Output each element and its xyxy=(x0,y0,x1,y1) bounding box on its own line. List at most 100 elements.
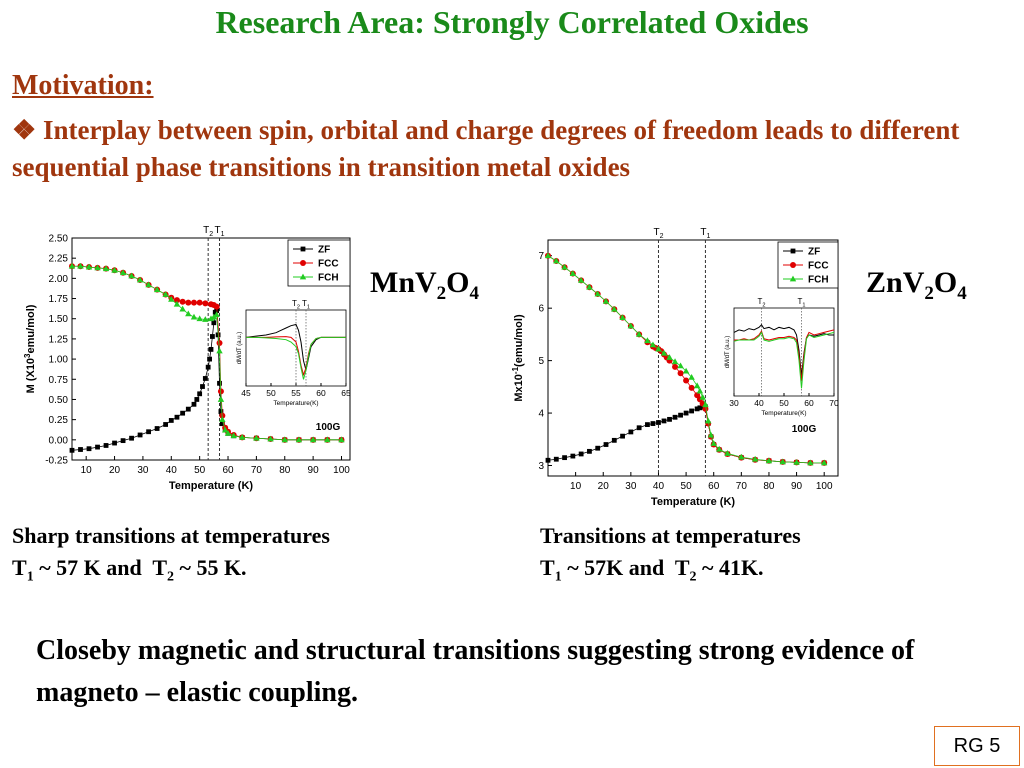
data-point xyxy=(218,409,224,414)
y-tick-label: 2.50 xyxy=(49,234,69,245)
page-title: Research Area: Strongly Correlated Oxide… xyxy=(215,4,809,40)
field-label: 100G xyxy=(792,424,817,435)
inset-y-axis-label: dM/dT (a.u.) xyxy=(237,332,243,365)
plot-frame xyxy=(71,237,351,461)
data-point xyxy=(128,272,135,279)
compound-label-left: MnV2O4 xyxy=(370,266,480,304)
data-point xyxy=(704,417,712,424)
data-point xyxy=(69,447,75,453)
data-point xyxy=(561,263,568,270)
data-point xyxy=(239,433,246,440)
data-point xyxy=(190,299,197,306)
motivation-text: Interplay between spin, orbital and char… xyxy=(12,115,960,182)
data-point xyxy=(544,252,552,259)
legend-marker xyxy=(300,246,306,252)
inset-transition-label: T1 xyxy=(797,297,805,308)
data-point xyxy=(716,445,723,452)
data-point xyxy=(655,345,662,352)
data-point xyxy=(628,429,634,435)
data-point xyxy=(145,281,152,288)
field-label: 100G xyxy=(316,422,341,433)
y-tick-label: 1.00 xyxy=(49,355,69,366)
data-point xyxy=(577,276,585,283)
y-tick-label: -0.25 xyxy=(45,456,68,467)
x-tick-label: 30 xyxy=(625,481,637,492)
data-point xyxy=(154,426,160,431)
data-point xyxy=(649,341,657,348)
data-point xyxy=(578,451,584,457)
data-point xyxy=(688,374,695,380)
data-point xyxy=(194,397,200,402)
data-point xyxy=(120,438,126,444)
data-point xyxy=(179,305,186,312)
data-point xyxy=(217,396,225,402)
transition-label: T2 xyxy=(203,225,213,238)
data-point xyxy=(146,429,151,435)
inset-x-axis-label: Temperature(K) xyxy=(761,410,806,417)
data-point xyxy=(78,447,83,452)
plot-frame xyxy=(547,239,839,477)
x-tick-label: 40 xyxy=(653,481,665,492)
data-point xyxy=(211,320,217,326)
data-point xyxy=(688,384,695,391)
data-point xyxy=(678,412,683,418)
x-tick-label: 10 xyxy=(81,465,93,476)
data-point xyxy=(168,295,175,302)
x-tick-label: 100 xyxy=(333,465,350,476)
data-point xyxy=(153,286,161,293)
data-point xyxy=(666,354,673,360)
inset-series-fcc xyxy=(734,329,835,381)
data-point xyxy=(180,410,186,416)
x-tick-label: 80 xyxy=(279,465,291,476)
data-point xyxy=(656,420,661,425)
data-point xyxy=(636,425,642,431)
data-point xyxy=(190,313,198,320)
x-axis-label: Temperature (K) xyxy=(651,496,735,508)
y-tick-label: 1.75 xyxy=(49,294,69,305)
y-tick-label: 1.25 xyxy=(49,334,69,345)
y-tick-label: 0.25 xyxy=(49,415,69,426)
legend-marker xyxy=(299,273,307,280)
data-point xyxy=(202,316,209,322)
inset-series-zf xyxy=(733,323,834,376)
data-point xyxy=(667,416,672,422)
x-tick-label: 40 xyxy=(166,465,178,476)
data-point xyxy=(586,283,593,290)
legend-label: FCH xyxy=(808,275,829,286)
y-axis-label: M (X103emu/mol) xyxy=(23,304,37,393)
data-point xyxy=(196,315,203,322)
x-axis-label: Temperature (K) xyxy=(169,480,253,492)
data-point xyxy=(765,457,773,464)
data-point xyxy=(219,421,225,427)
inset-x-tick-label: 60 xyxy=(316,388,326,398)
inset-y-axis-label: dM/dT (a.u.) xyxy=(725,336,731,369)
data-point xyxy=(724,450,731,456)
znv2o4-magnetization-chart: 10 20 30 40 50 60 70 80 90 100 3 4 5 6 7 Temperature (K… xyxy=(511,227,839,508)
data-point xyxy=(570,453,576,459)
caption-right-line2: T1 ~ 57K and T2 ~ 41K. xyxy=(540,555,764,585)
data-point xyxy=(119,269,127,276)
data-point xyxy=(213,303,220,310)
slide-badge: RG 5 xyxy=(934,726,1020,766)
conclusion-text: Closeby magnetic and structural transiti… xyxy=(36,635,915,708)
data-point xyxy=(645,422,650,428)
data-point xyxy=(95,444,100,450)
data-point xyxy=(738,453,745,460)
inset-series-fch xyxy=(733,331,835,389)
data-point xyxy=(129,435,134,441)
x-tick-label: 70 xyxy=(736,481,748,492)
inset-series-fch xyxy=(246,336,346,380)
data-point xyxy=(611,305,618,312)
inset-x-tick-label: 40 xyxy=(754,398,764,408)
data-point xyxy=(77,262,84,269)
data-point xyxy=(103,443,109,448)
data-point xyxy=(644,337,651,344)
data-point xyxy=(611,437,617,443)
y-tick-label: 2.25 xyxy=(49,254,69,265)
data-point xyxy=(338,436,345,443)
inset-transition-label: T2 xyxy=(292,299,300,310)
data-point xyxy=(324,436,331,443)
derivative-inset: 30 40 50 60 70 Temperature(K) dM/dT (a.u.) T2 T1 xyxy=(725,297,839,417)
data-point xyxy=(820,459,828,466)
inset-series-zf xyxy=(245,323,346,371)
